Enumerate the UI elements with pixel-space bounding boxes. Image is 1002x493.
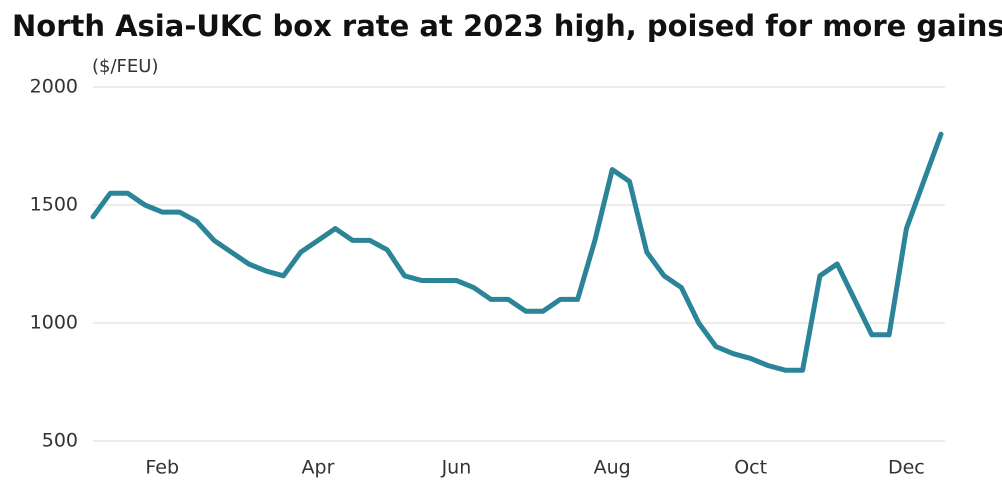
y-axis-label: ($/FEU) — [92, 56, 158, 77]
y-tick-label: 2000 — [30, 76, 78, 98]
x-tick-label: Feb — [145, 457, 179, 479]
x-tick-label: Dec — [888, 457, 925, 479]
x-tick-label: Jun — [441, 457, 472, 479]
x-tick-label: Oct — [734, 457, 767, 479]
x-tick-label: Aug — [594, 457, 631, 479]
chart-title: North Asia-UKC box rate at 2023 high, po… — [12, 9, 1002, 43]
y-tick-label: 1000 — [30, 312, 78, 334]
x-tick-label: Apr — [302, 457, 335, 479]
line — [90, 131, 944, 373]
y-tick-label: 1500 — [30, 194, 78, 216]
y-tick-label: 500 — [42, 430, 78, 452]
